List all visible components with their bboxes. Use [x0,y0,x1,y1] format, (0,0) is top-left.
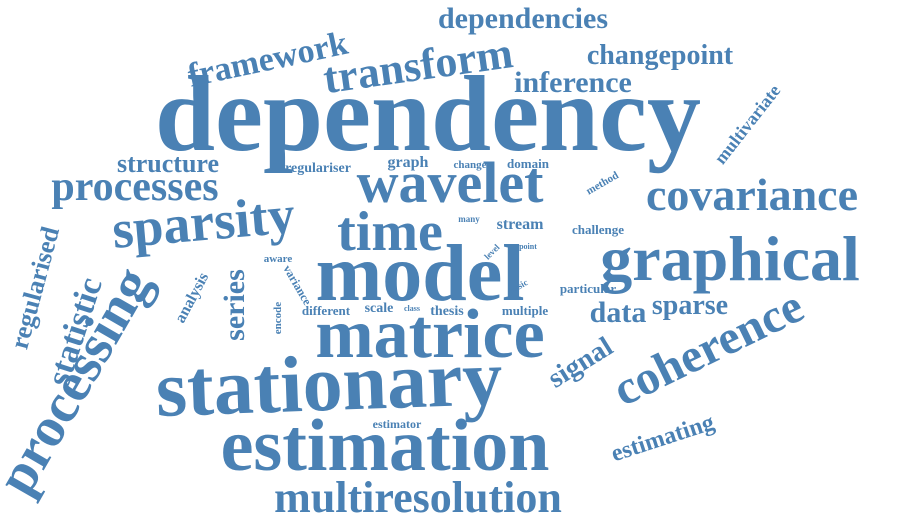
word-encode: encode [272,302,284,335]
word-sparse: sparse [652,290,728,321]
word-graph: graph [388,154,429,171]
word-multiresolution: multiresolution [274,473,562,522]
word-inference: inference [514,66,632,99]
word-estimation: estimation [221,405,550,487]
word-thesis: thesis [430,304,464,319]
word-stationary: stationary [154,334,504,434]
word-time: time [337,201,443,263]
word-scale: scale [365,301,394,316]
word-dependencies: dependencies [438,2,608,35]
word-wavelet: wavelet [357,150,544,215]
word-challenge: challenge [572,222,624,237]
word-series: series [218,269,251,341]
word-multiple: multiple [502,303,548,318]
word-regulariser: regulariser [285,161,351,176]
word-stream: stream [497,216,544,233]
word-structure: structure [117,149,219,178]
word-domain: domain [507,156,550,171]
word-dependency: dependency [155,55,701,174]
word-change: change [454,159,487,171]
word-covariance: covariance [646,169,858,220]
word-processes: processes [51,164,218,210]
word-changepoint: changepoint [587,40,734,71]
word-graphical: graphical [600,223,860,294]
word-many: many [458,214,480,224]
word-point: point [519,242,537,251]
word-particular: particular [560,281,617,296]
word-model: model [316,230,525,318]
word-matrice: matrice [315,296,544,373]
word-estimator: estimator [373,417,422,431]
word-data: data [590,296,647,329]
word-class: class [404,304,420,313]
word-aware: aware [264,253,293,265]
word-different: different [302,303,351,318]
